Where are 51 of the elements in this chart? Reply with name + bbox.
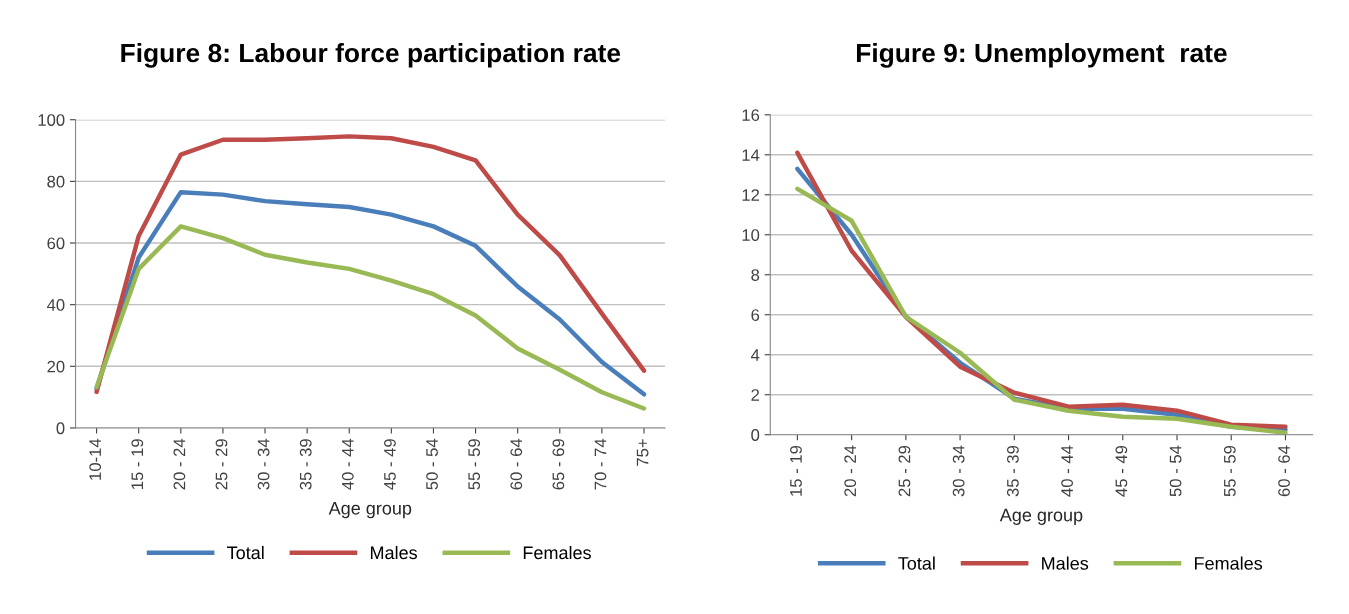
legend-label: Total — [227, 545, 264, 560]
chart-title: Figure 9: Unemployment rate — [856, 42, 1227, 68]
y-tick-label: 0 — [56, 422, 65, 435]
x-tick-label: 50 - 54 — [1169, 445, 1182, 497]
y-tick-label: 20 — [47, 360, 65, 373]
x-tick-label: 75+ — [636, 439, 649, 466]
x-tick-label: 45 - 49 — [384, 439, 396, 490]
legend-label: Males — [370, 545, 417, 560]
x-tick-label: 55 - 59 — [468, 439, 481, 490]
legend-label: Females — [523, 545, 591, 560]
x-tick-label: 25 - 29 — [898, 445, 911, 497]
legend-label: Total — [898, 556, 935, 570]
x-tick-label: 40 - 44 — [341, 438, 354, 490]
x-axis-title: Age group — [999, 508, 1083, 525]
y-tick-label: 6 — [751, 309, 760, 321]
y-tick-label: 16 — [742, 109, 760, 122]
x-tick-label: 35 - 39 — [1006, 445, 1019, 497]
line-series — [94, 224, 647, 411]
x-tick-label: 20 - 24 — [173, 438, 186, 490]
chart-title: Figure 8: Labour force participation rate — [121, 42, 621, 68]
x-tick-label: 15 - 19 — [131, 439, 144, 489]
x-tick-label: 25 - 29 — [215, 439, 228, 490]
x-tick-label: 65 - 69 — [552, 439, 565, 490]
x-tick-label: 60 - 64 — [510, 438, 523, 490]
x-tick-label: 60 - 64 — [1278, 445, 1290, 497]
line-series — [94, 134, 647, 395]
x-tick-label: 30 - 34 — [257, 438, 270, 490]
y-tick-label: 60 — [47, 237, 65, 250]
x-tick-label: 55 - 59 — [1223, 445, 1236, 497]
x-tick-label: 20 - 24 — [844, 445, 857, 497]
y-tick-label: 14 — [742, 149, 760, 161]
y-tick-label: 2 — [751, 389, 760, 401]
x-tick-label: 45 - 49 — [1115, 445, 1128, 497]
y-tick-label: 10 — [742, 229, 760, 241]
y-tick-label: 80 — [47, 175, 65, 188]
x-tick-label: 50 - 54 — [426, 438, 438, 490]
y-tick-label: 8 — [751, 269, 760, 281]
x-tick-label: 30 - 34 — [952, 445, 965, 497]
legend-label: Males — [1042, 556, 1089, 570]
legend-label: Females — [1194, 556, 1263, 570]
x-tick-label: 70 - 74 — [594, 438, 607, 490]
y-tick-label: 0 — [751, 429, 760, 441]
x-axis-title: Age group — [328, 502, 412, 519]
x-tick-label: 35 - 39 — [299, 439, 312, 490]
y-tick-label: 100 — [38, 114, 65, 126]
x-tick-label: 40 - 44 — [1061, 445, 1074, 497]
y-tick-label: 12 — [742, 189, 760, 201]
x-tick-label: 15 - 19 — [790, 445, 802, 496]
y-tick-label: 40 — [46, 299, 65, 311]
x-tick-label: 10-14 — [89, 438, 102, 480]
y-tick-label: 4 — [750, 349, 760, 361]
